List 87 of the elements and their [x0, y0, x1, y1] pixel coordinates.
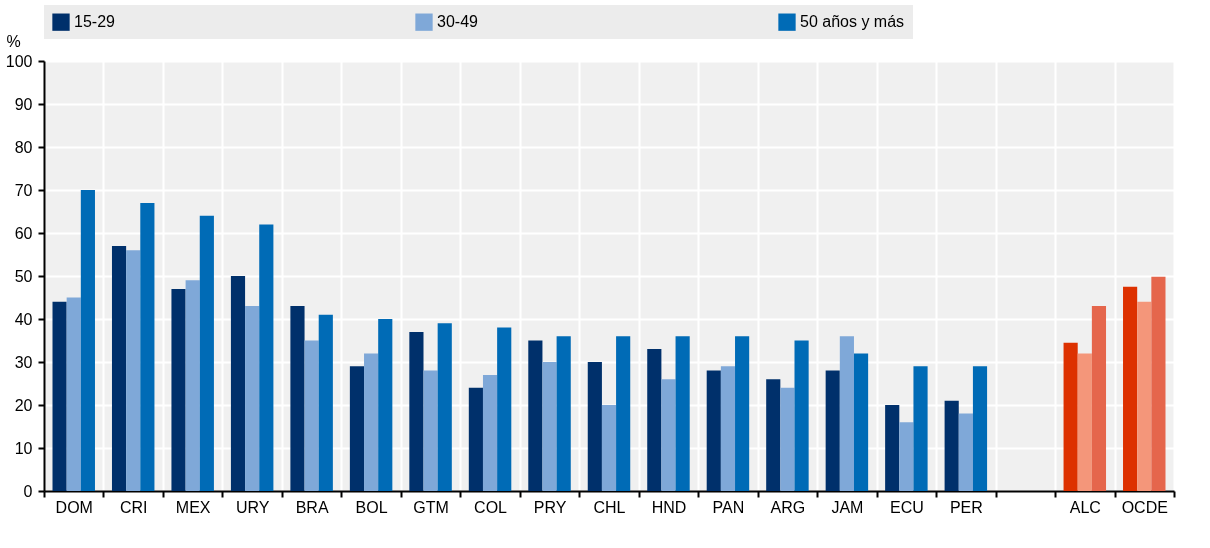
bar [1123, 286, 1138, 491]
bar [497, 327, 512, 491]
x-tick-label: COL [474, 498, 508, 516]
bar [1091, 306, 1107, 491]
bar [853, 353, 869, 491]
bar [839, 336, 854, 491]
bar [378, 319, 393, 491]
x-tick-label: BRA [295, 498, 329, 516]
bar [409, 331, 424, 491]
bar [542, 362, 557, 491]
bar [766, 379, 781, 491]
bar [245, 306, 260, 491]
x-tick-label: ALC [1069, 498, 1101, 516]
x-tick-label: JAM [831, 498, 864, 516]
bar [556, 336, 571, 491]
bar [647, 349, 662, 491]
x-tick-label: BOL [355, 498, 388, 516]
bar [661, 379, 676, 491]
bar [66, 297, 81, 491]
x-tick-label: PRY [533, 498, 567, 516]
x-tick-label: MEX [175, 498, 211, 516]
bar [528, 340, 543, 491]
x-tick-label: PAN [712, 498, 745, 516]
legend-label: 50 años y más [800, 13, 905, 31]
bar [111, 245, 127, 491]
bar [587, 362, 602, 491]
bar [140, 202, 155, 491]
bar [706, 370, 721, 491]
y-tick-label: 0 [23, 482, 33, 500]
bar [482, 374, 498, 491]
bar [290, 306, 305, 491]
bar [364, 353, 379, 491]
bar [349, 366, 365, 491]
bar [423, 370, 438, 491]
y-tick-label: 50 [14, 267, 33, 285]
bar [616, 336, 631, 491]
y-tick-label: 90 [14, 95, 33, 113]
bar [944, 400, 959, 491]
y-tick-label: 30 [14, 353, 33, 371]
bar [304, 340, 319, 491]
bar [468, 387, 483, 491]
bar [794, 340, 809, 491]
bar [259, 224, 274, 491]
bar [437, 323, 452, 491]
x-tick-label: ARG [770, 498, 806, 516]
x-tick-label: DOM [55, 498, 93, 516]
bar [230, 276, 246, 491]
x-tick-label: CHL [593, 498, 626, 516]
bar [1063, 342, 1078, 491]
bar [601, 405, 617, 491]
x-tick-label: URY [235, 498, 270, 516]
legend-label: 15-29 [74, 13, 116, 31]
x-tick-label: PER [949, 498, 983, 516]
y-tick-label: 80 [14, 138, 33, 156]
bar [1077, 353, 1092, 491]
bar [899, 422, 914, 491]
bar [958, 413, 973, 491]
bar [825, 370, 840, 491]
bar [199, 215, 214, 491]
x-tick-label: OCDE [1121, 498, 1168, 516]
bar [780, 387, 795, 491]
bar [1137, 301, 1152, 491]
bar [80, 190, 95, 491]
x-tick-label: GTM [413, 498, 449, 516]
y-tick-label: 100 [5, 52, 33, 70]
bar [913, 366, 928, 491]
bar [1151, 276, 1166, 491]
x-tick-label: ECU [889, 498, 924, 516]
bar [171, 288, 186, 491]
y-tick-label: 70 [14, 181, 33, 199]
bar [185, 280, 200, 491]
bar [126, 250, 141, 491]
x-tick-label: HND [651, 498, 687, 516]
bar [720, 366, 736, 491]
y-axis-title: % [6, 32, 21, 50]
y-tick-label: 60 [14, 224, 33, 242]
bar [885, 405, 900, 491]
legend-label: 30-49 [437, 13, 479, 31]
bar [735, 336, 750, 491]
bar [318, 314, 333, 491]
y-tick-label: 10 [14, 439, 33, 457]
y-tick-label: 20 [14, 396, 33, 414]
bar [52, 301, 67, 491]
x-tick-label: CRI [119, 498, 148, 516]
bar [675, 336, 690, 491]
bar [972, 366, 988, 491]
y-tick-label: 40 [14, 310, 33, 328]
